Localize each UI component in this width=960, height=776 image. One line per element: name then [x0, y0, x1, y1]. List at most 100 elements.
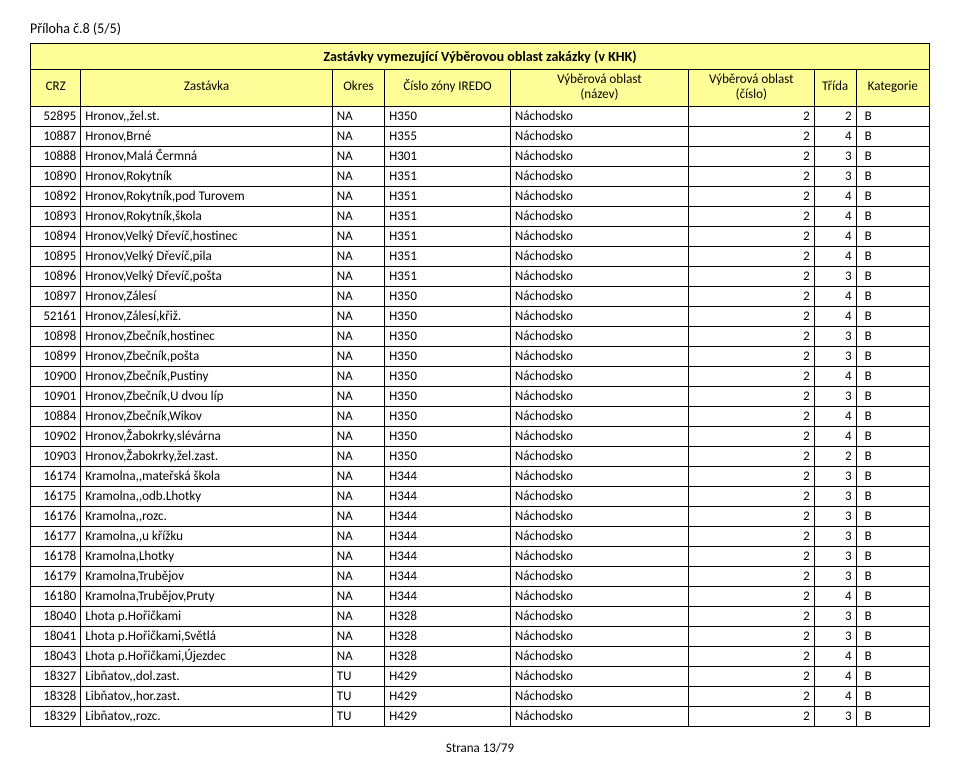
cell-kat: B	[856, 246, 929, 266]
cell-okres: NA	[332, 526, 384, 546]
table-row: 10903Hronov,Žabokrky,žel.zast.NAH350Nách…	[31, 446, 930, 466]
cell-trida: 3	[814, 526, 856, 546]
cell-okres: NA	[332, 126, 384, 146]
cell-crz: 10896	[31, 266, 81, 286]
cell-nazev: Náchodsko	[510, 586, 688, 606]
cell-nazev: Náchodsko	[510, 286, 688, 306]
cell-trida: 3	[814, 606, 856, 626]
cell-crz: 10887	[31, 126, 81, 146]
cell-zona: H351	[385, 206, 511, 226]
cell-zona: H351	[385, 266, 511, 286]
cell-stop: Libňatov,,hor.zast.	[81, 686, 332, 706]
cell-zona: H344	[385, 566, 511, 586]
table-row: 10893Hronov,Rokytník,školaNAH351Náchodsk…	[31, 206, 930, 226]
cell-kat: B	[856, 266, 929, 286]
cell-nazev: Náchodsko	[510, 666, 688, 686]
cell-cislo: 2	[688, 206, 814, 226]
cell-kat: B	[856, 126, 929, 146]
cell-trida: 3	[814, 466, 856, 486]
cell-cislo: 2	[688, 266, 814, 286]
cell-cislo: 2	[688, 226, 814, 246]
cell-stop: Kramolna,Trubějov,Pruty	[81, 586, 332, 606]
table-row: 10900Hronov,Zbečník,PustinyNAH350Náchods…	[31, 366, 930, 386]
cell-cislo: 2	[688, 486, 814, 506]
cell-okres: NA	[332, 466, 384, 486]
cell-nazev: Náchodsko	[510, 426, 688, 446]
cell-trida: 3	[814, 266, 856, 286]
cell-kat: B	[856, 706, 929, 726]
cell-cislo: 2	[688, 366, 814, 386]
table-row: 18328Libňatov,,hor.zast.TUH429Náchodsko2…	[31, 686, 930, 706]
cell-kat: B	[856, 626, 929, 646]
cell-nazev: Náchodsko	[510, 446, 688, 466]
cell-okres: NA	[332, 386, 384, 406]
cell-okres: NA	[332, 186, 384, 206]
cell-kat: B	[856, 386, 929, 406]
cell-okres: NA	[332, 646, 384, 666]
cell-stop: Kramolna,,u křížku	[81, 526, 332, 546]
cell-stop: Hronov,Malá Čermná	[81, 146, 332, 166]
cell-kat: B	[856, 306, 929, 326]
cell-okres: NA	[332, 306, 384, 326]
cell-okres: TU	[332, 666, 384, 686]
cell-crz: 10895	[31, 246, 81, 266]
table-row: 16175Kramolna,,odb.LhotkyNAH344Náchodsko…	[31, 486, 930, 506]
cell-okres: NA	[332, 166, 384, 186]
cell-kat: B	[856, 506, 929, 526]
header-zona: Číslo zóny IREDO	[385, 70, 511, 107]
cell-nazev: Náchodsko	[510, 626, 688, 646]
cell-cislo: 2	[688, 646, 814, 666]
table-row: 10895Hronov,Velký Dřevíč,pilaNAH351Nácho…	[31, 246, 930, 266]
cell-kat: B	[856, 466, 929, 486]
cell-nazev: Náchodsko	[510, 146, 688, 166]
cell-crz: 18043	[31, 646, 81, 666]
table-row: 10899Hronov,Zbečník,poštaNAH350Náchodsko…	[31, 346, 930, 366]
cell-okres: NA	[332, 626, 384, 646]
cell-cislo: 2	[688, 546, 814, 566]
table-row: 16179Kramolna,TrubějovNAH344Náchodsko23B	[31, 566, 930, 586]
cell-okres: NA	[332, 486, 384, 506]
cell-zona: H350	[385, 446, 511, 466]
cell-cislo: 2	[688, 606, 814, 626]
cell-nazev: Náchodsko	[510, 646, 688, 666]
cell-cislo: 2	[688, 406, 814, 426]
table-row: 10897Hronov,ZálesíNAH350Náchodsko24B	[31, 286, 930, 306]
cell-okres: NA	[332, 286, 384, 306]
cell-crz: 16174	[31, 466, 81, 486]
cell-crz: 10892	[31, 186, 81, 206]
cell-cislo: 2	[688, 146, 814, 166]
cell-crz: 10902	[31, 426, 81, 446]
cell-nazev: Náchodsko	[510, 186, 688, 206]
cell-stop: Hronov,Rokytník,pod Turovem	[81, 186, 332, 206]
cell-kat: B	[856, 146, 929, 166]
cell-kat: B	[856, 186, 929, 206]
cell-crz: 16179	[31, 566, 81, 586]
attachment-label: Příloha č.8 (5/5)	[30, 20, 930, 37]
cell-nazev: Náchodsko	[510, 126, 688, 146]
cell-zona: H350	[385, 386, 511, 406]
cell-crz: 10888	[31, 146, 81, 166]
cell-okres: NA	[332, 106, 384, 126]
table-row: 10887Hronov,BrnéNAH355Náchodsko24B	[31, 126, 930, 146]
cell-stop: Kramolna,,mateřská škola	[81, 466, 332, 486]
cell-cislo: 2	[688, 126, 814, 146]
cell-crz: 16176	[31, 506, 81, 526]
table-row: 52895Hronov,,žel.st.NAH350Náchodsko22B	[31, 106, 930, 126]
header-stop: Zastávka	[81, 70, 332, 107]
table-row: 52161Hronov,Zálesí,křiž.NAH350Náchodsko2…	[31, 306, 930, 326]
cell-zona: H328	[385, 606, 511, 626]
table-row: 10894Hronov,Velký Dřevíč,hostinecNAH351N…	[31, 226, 930, 246]
cell-nazev: Náchodsko	[510, 166, 688, 186]
cell-okres: NA	[332, 606, 384, 626]
table-row: 10888Hronov,Malá ČermnáNAH301Náchodsko23…	[31, 146, 930, 166]
cell-crz: 52895	[31, 106, 81, 126]
cell-zona: H344	[385, 586, 511, 606]
cell-stop: Hronov,Brné	[81, 126, 332, 146]
table-row: 10901Hronov,Zbečník,U dvou lípNAH350Nách…	[31, 386, 930, 406]
cell-kat: B	[856, 486, 929, 506]
table-title: Zastávky vymezující Výběrovou oblast zak…	[31, 44, 930, 70]
cell-zona: H350	[385, 406, 511, 426]
cell-cislo: 2	[688, 446, 814, 466]
cell-trida: 4	[814, 586, 856, 606]
cell-zona: H350	[385, 366, 511, 386]
